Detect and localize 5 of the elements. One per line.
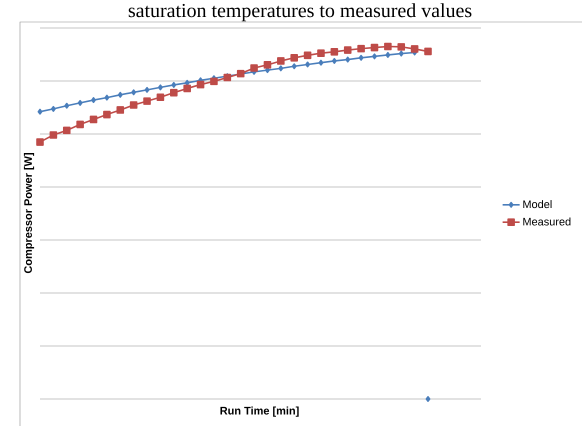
x-axis-title: Run Time [min]	[220, 406, 299, 417]
chart-title: saturation temperatures to measured values	[128, 3, 472, 22]
y-axis-title: Compressor Power [W]	[24, 153, 34, 274]
legend-label: Measured	[523, 217, 570, 226]
legend-label: Model	[523, 200, 552, 208]
